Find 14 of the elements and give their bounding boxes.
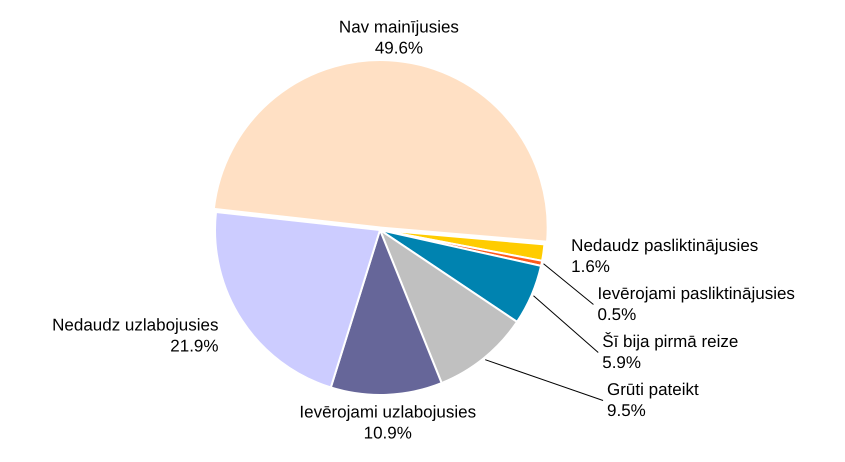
slice-label: Nedaudz pasliktinājusies	[571, 236, 758, 256]
data-label: 49.6%	[374, 38, 424, 58]
data-label: 10.9%	[364, 424, 412, 443]
data-label: 5.9%	[602, 353, 641, 372]
slice-label: Grūti pateikt	[607, 380, 699, 400]
data-label: 9.5%	[607, 401, 646, 420]
data-label: 0.5%	[597, 305, 636, 324]
data-label: 1.6%	[571, 257, 610, 276]
slice-label: Ievērojami uzlabojusies	[299, 402, 476, 422]
slice-label: Šī bija pirmā reize	[602, 332, 738, 352]
data-label: 21.9%	[170, 336, 218, 356]
slice-label: Nedaudz uzlabojusies	[52, 315, 218, 334]
slice-label: Nav mainījusies	[338, 18, 459, 37]
slice-label: Ievērojami pasliktinājusies	[597, 284, 795, 304]
